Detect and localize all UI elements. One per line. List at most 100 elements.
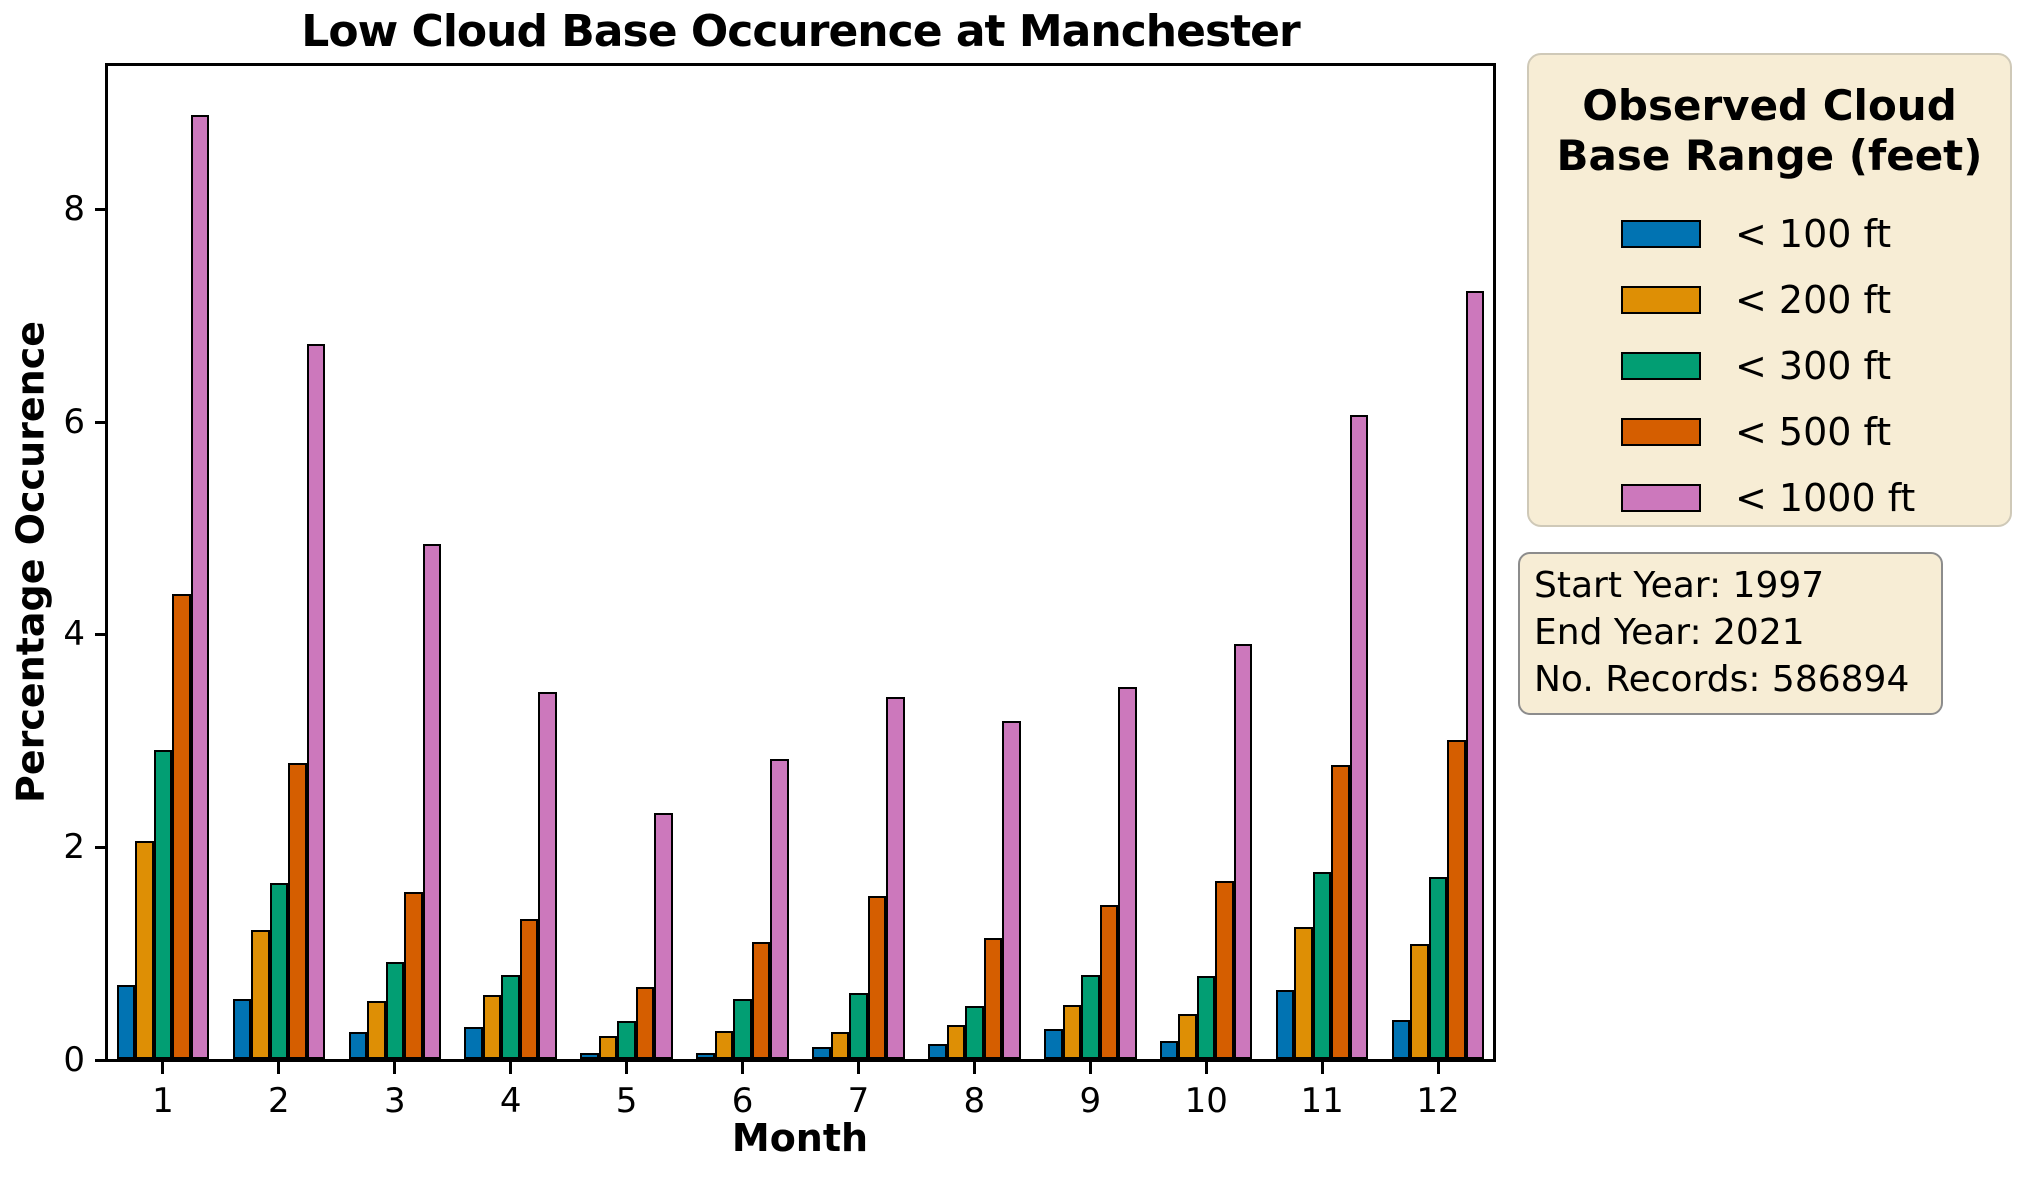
y-tick-mark-0	[95, 1059, 105, 1062]
bar-month4-500ft	[519, 918, 539, 1059]
legend-swatch-icon	[1621, 220, 1701, 248]
info-start-year: Start Year: 1997	[1534, 565, 1825, 606]
x-tick-label-8: 8	[963, 1081, 986, 1121]
legend-entry: < 300 ft	[1529, 333, 2010, 399]
y-tick-label-8: 8	[63, 188, 85, 229]
bar-month9-500ft	[1099, 904, 1119, 1059]
bar-month10-100ft	[1159, 1040, 1179, 1059]
bar-month12-500ft	[1447, 739, 1466, 1059]
x-tick-label-7: 7	[847, 1081, 870, 1121]
legend-swatch-icon	[1621, 286, 1701, 314]
bar-month5-1000ft	[654, 813, 673, 1059]
x-tick-mark-12	[1436, 1062, 1440, 1074]
bar-month9-1000ft	[1118, 686, 1137, 1059]
info-records: No. Records: 586894	[1534, 659, 1910, 700]
bar-month11-200ft	[1294, 927, 1313, 1059]
bar-month5-200ft	[598, 1035, 618, 1059]
bar-month3-200ft	[367, 1000, 386, 1059]
legend-swatch-icon	[1621, 418, 1701, 446]
bar-month6-100ft	[696, 1052, 715, 1059]
bar-month2-300ft	[269, 883, 289, 1059]
bar-month2-500ft	[288, 763, 307, 1059]
bar-month12-100ft	[1391, 1019, 1411, 1059]
bar-month2-200ft	[251, 930, 270, 1059]
bar-month6-200ft	[714, 1031, 734, 1059]
y-tick-mark-6	[95, 420, 105, 424]
info-end-year: End Year: 2021	[1534, 612, 1805, 653]
x-tick-mark-11	[1320, 1062, 1324, 1074]
bar-month12-200ft	[1410, 944, 1429, 1059]
legend-swatch-icon	[1621, 352, 1701, 380]
bar-month11-500ft	[1331, 765, 1350, 1059]
x-tick-mark-8	[972, 1062, 976, 1074]
bar-month6-300ft	[733, 999, 752, 1059]
info-box: Start Year: 1997 End Year: 2021 No. Reco…	[1518, 552, 1943, 715]
bar-month10-300ft	[1196, 976, 1216, 1059]
bar-month8-100ft	[928, 1044, 947, 1059]
bar-month1-100ft	[116, 984, 136, 1059]
x-tick-mark-1	[161, 1062, 165, 1074]
x-axis-label: Month	[731, 1116, 869, 1160]
x-tick-label-9: 9	[1079, 1081, 1102, 1121]
bar-month7-100ft	[812, 1047, 831, 1059]
bar-month3-300ft	[385, 962, 405, 1059]
chart-title: Low Cloud Base Occurence at Manchester	[301, 6, 1300, 57]
legend-title: Observed Cloud Base Range (feet)	[1529, 81, 2010, 181]
x-tick-mark-2	[277, 1062, 281, 1074]
bar-month5-300ft	[617, 1020, 636, 1059]
bar-month2-1000ft	[306, 344, 326, 1059]
y-tick-label-2: 2	[63, 827, 85, 868]
legend-entry: < 100 ft	[1529, 201, 2010, 267]
bar-month10-200ft	[1178, 1014, 1197, 1059]
legend-title-line1: Observed Cloud	[1582, 81, 1957, 130]
legend-entries: < 100 ft < 200 ft < 300 ft < 500 ft < 1000 f…	[1529, 201, 2010, 531]
x-tick-mark-3	[393, 1062, 397, 1074]
x-tick-label-11: 11	[1300, 1081, 1344, 1121]
bar-month9-200ft	[1062, 1004, 1082, 1059]
legend-entry-label: < 300 ft	[1735, 344, 1892, 388]
bar-month11-100ft	[1275, 989, 1295, 1059]
x-tick-mark-5	[625, 1062, 629, 1074]
x-tick-mark-10	[1204, 1062, 1208, 1074]
bar-month4-100ft	[464, 1027, 483, 1059]
bar-month10-500ft	[1215, 881, 1234, 1059]
bar-month7-1000ft	[886, 697, 905, 1059]
x-tick-mark-6	[741, 1062, 745, 1074]
y-tick-mark-4	[95, 633, 105, 637]
y-tick-label-4: 4	[63, 614, 85, 655]
x-tick-mark-7	[856, 1062, 860, 1074]
bar-month7-500ft	[867, 896, 887, 1059]
bar-month1-300ft	[153, 750, 173, 1059]
legend-entry: < 200 ft	[1529, 267, 2010, 333]
y-tick-label-6: 6	[63, 401, 85, 442]
bar-month3-100ft	[348, 1032, 368, 1059]
y-tick-mark-8	[95, 207, 105, 211]
bar-month1-500ft	[172, 594, 191, 1059]
x-tick-mark-4	[509, 1062, 513, 1074]
plot-area	[105, 63, 1496, 1062]
x-tick-label-12: 12	[1416, 1081, 1460, 1121]
bar-month6-1000ft	[770, 758, 789, 1059]
bar-month11-1000ft	[1349, 415, 1369, 1059]
bar-month8-200ft	[946, 1024, 966, 1059]
bar-month2-100ft	[232, 999, 252, 1059]
bar-month1-1000ft	[190, 115, 210, 1059]
legend-entry-label: < 500 ft	[1735, 410, 1892, 454]
bar-month3-500ft	[404, 891, 423, 1059]
x-tick-label-6: 6	[731, 1081, 754, 1121]
bar-month10-1000ft	[1233, 644, 1253, 1059]
bar-month11-300ft	[1312, 871, 1332, 1059]
x-tick-label-2: 2	[268, 1081, 290, 1121]
x-tick-mark-9	[1088, 1062, 1092, 1074]
bar-month12-300ft	[1428, 877, 1448, 1059]
legend-entry-label: < 1000 ft	[1735, 476, 1916, 520]
bar-month12-1000ft	[1465, 290, 1485, 1059]
bar-month8-300ft	[965, 1005, 984, 1059]
y-tick-label-0: 0	[63, 1040, 85, 1080]
bar-month3-1000ft	[422, 544, 442, 1059]
legend-entry-label: < 200 ft	[1735, 278, 1892, 322]
bar-month7-300ft	[849, 993, 868, 1059]
bar-month8-1000ft	[1002, 720, 1021, 1059]
y-tick-mark-2	[95, 846, 105, 850]
bar-month5-500ft	[635, 986, 655, 1059]
